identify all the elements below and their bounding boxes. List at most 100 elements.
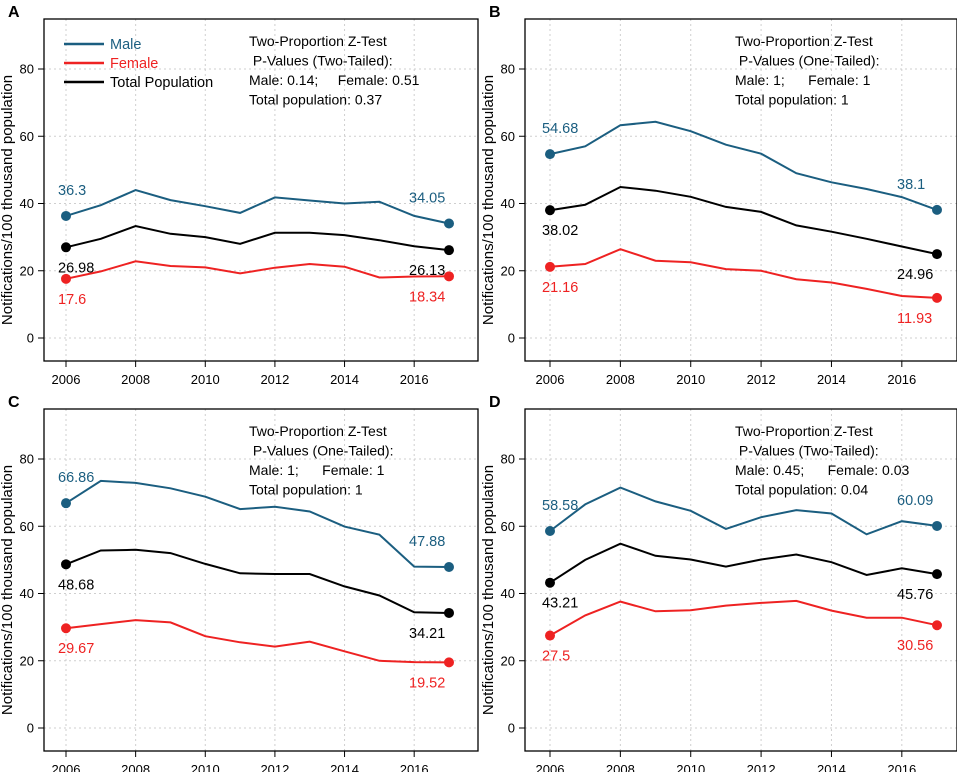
y-tick-label: 80 xyxy=(20,452,34,467)
end-point-total xyxy=(444,607,454,618)
start-value-label-male: 54.68 xyxy=(542,121,578,137)
stats-line: P-Values (Two-Tailed): xyxy=(249,53,393,69)
stats-line: Male: 1; Female: 1 xyxy=(249,462,385,478)
stats-annotation: Two-Proportion Z-Test P-Values (One-Tail… xyxy=(249,423,393,498)
start-value-label-female: 29.67 xyxy=(58,641,94,657)
y-tick-label: 0 xyxy=(508,331,515,346)
y-tick-label: 0 xyxy=(27,721,34,736)
end-point-male xyxy=(444,562,454,573)
x-tick-label: 2012 xyxy=(260,372,289,387)
x-tick-label: 2006 xyxy=(536,762,565,772)
y-axis-title: Notifications/100 thousand population xyxy=(0,75,16,325)
start-point-male xyxy=(61,498,71,509)
gridlines xyxy=(44,19,478,361)
end-value-label-male: 47.88 xyxy=(409,534,445,550)
start-point-male xyxy=(545,526,555,537)
y-tick-label: 60 xyxy=(20,519,34,534)
series-total: 48.68 34.21 xyxy=(58,548,454,642)
start-point-total xyxy=(545,205,555,216)
end-point-female xyxy=(932,292,942,303)
panel-a: A 0 20 40 60 80 2006 2008 2010 2012 2014 2016 Notifi… xyxy=(0,4,479,387)
end-value-label-total: 24.96 xyxy=(897,267,933,283)
y-tick-label: 40 xyxy=(501,586,515,601)
end-point-female xyxy=(932,620,942,631)
start-point-male xyxy=(545,149,555,160)
stats-line: Male: 1; Female: 1 xyxy=(735,72,871,88)
y-tick-label: 80 xyxy=(20,62,34,77)
series-line-total xyxy=(65,224,450,252)
stats-line: P-Values (One-Tailed): xyxy=(735,53,879,69)
series-line-female xyxy=(65,619,450,664)
start-value-label-female: 17.6 xyxy=(58,292,86,308)
end-value-label-total: 26.13 xyxy=(409,263,445,279)
gridlines xyxy=(44,409,478,751)
y-tick-label: 0 xyxy=(27,331,34,346)
end-point-total xyxy=(444,245,454,256)
x-tick-label: 2016 xyxy=(400,762,429,772)
series-female: 17.6 18.34 xyxy=(58,260,454,308)
legend-label-total: Total Population xyxy=(110,75,213,91)
stats-line: Male: 0.45; Female: 0.03 xyxy=(735,462,910,478)
x-tick-label: 2016 xyxy=(887,372,916,387)
panel-letter: A xyxy=(8,4,20,21)
stats-line: Two-Proportion Z-Test xyxy=(249,423,387,439)
panel-letter: B xyxy=(489,4,501,21)
end-value-label-female: 11.93 xyxy=(897,311,932,327)
series-line-male xyxy=(65,189,450,225)
series-line-male xyxy=(549,120,938,211)
x-tick-label: 2016 xyxy=(887,762,916,772)
series-total: 38.02 24.96 xyxy=(542,185,942,283)
start-point-male xyxy=(61,210,71,221)
y-tick-label: 20 xyxy=(20,263,34,278)
x-tick-label: 2014 xyxy=(330,762,359,772)
start-point-female xyxy=(61,273,71,284)
plot-frame xyxy=(524,18,957,362)
start-point-female xyxy=(545,630,555,641)
start-value-label-male: 58.58 xyxy=(542,498,578,514)
start-point-total xyxy=(61,559,71,570)
end-value-label-total: 45.76 xyxy=(897,587,933,603)
x-tick-label: 2014 xyxy=(330,372,359,387)
x-tick-label: 2006 xyxy=(536,372,565,387)
series-female: 21.16 11.93 xyxy=(542,248,942,327)
series-line-female xyxy=(549,599,938,637)
gridlines xyxy=(525,409,957,751)
y-axis-title: Notifications/100 thousand population xyxy=(480,75,497,325)
series-line-male xyxy=(549,486,938,536)
y-tick-label: 60 xyxy=(501,519,515,534)
end-point-male xyxy=(932,204,942,215)
end-value-label-male: 34.05 xyxy=(409,191,445,207)
plot-frame xyxy=(43,408,479,752)
y-axis-title: Notifications/100 thousand population xyxy=(480,465,497,715)
start-value-label-male: 66.86 xyxy=(58,470,94,486)
stats-line: Male: 0.14; Female: 0.51 xyxy=(249,72,420,88)
y-tick-label: 20 xyxy=(20,653,34,668)
start-point-female xyxy=(61,623,71,634)
start-value-label-total: 26.98 xyxy=(58,260,94,276)
legend-label-female: Female xyxy=(110,56,158,72)
series-line-male xyxy=(65,479,450,568)
stats-annotation: Two-Proportion Z-Test P-Values (One-Tail… xyxy=(735,33,879,108)
start-point-total xyxy=(61,242,71,253)
end-point-total xyxy=(932,569,942,580)
x-tick-label: 2008 xyxy=(121,372,150,387)
panel-d: D 0 20 40 60 80 2006 2008 2010 2012 2014 2016 Notifi… xyxy=(480,394,957,772)
series-male: 66.86 47.88 xyxy=(58,470,454,573)
series-male: 54.68 38.1 xyxy=(542,120,942,215)
panel-letter: D xyxy=(489,394,501,411)
panel-letter: C xyxy=(8,394,20,411)
series-total: 26.98 26.13 xyxy=(58,224,454,279)
stats-annotation: Two-Proportion Z-Test P-Values (Two-Tail… xyxy=(735,423,910,498)
series-female: 29.67 19.52 xyxy=(58,619,454,691)
x-tick-label: 2014 xyxy=(817,762,846,772)
end-point-male xyxy=(932,520,942,531)
y-tick-label: 40 xyxy=(20,586,34,601)
y-tick-label: 0 xyxy=(508,721,515,736)
start-value-label-male: 36.3 xyxy=(58,183,86,199)
end-value-label-female: 18.34 xyxy=(409,289,445,305)
stats-line: Total population: 0.04 xyxy=(735,482,868,498)
x-tick-label: 2010 xyxy=(191,762,220,772)
start-value-label-total: 38.02 xyxy=(542,223,578,239)
x-tick-label: 2010 xyxy=(676,762,705,772)
stats-line: Total population: 1 xyxy=(735,92,849,108)
